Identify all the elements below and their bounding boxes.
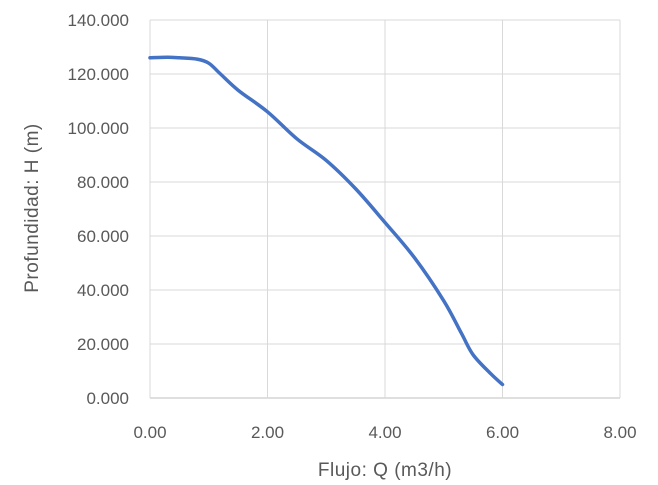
y-axis-ticks: 0.000 20.000 40.000 60.000 80.000 100.000 120.… (68, 11, 129, 408)
x-tick-label: 4.00 (368, 423, 401, 442)
gridlines (149, 19, 621, 399)
x-axis-title: Flujo: Q (m3/h) (318, 460, 452, 481)
x-tick-label: 8.00 (603, 423, 636, 442)
x-tick-label: 2.00 (251, 423, 284, 442)
y-tick-label: 0.000 (86, 389, 129, 408)
series-layer (148, 55, 505, 387)
y-tick-label: 120.000 (68, 65, 129, 84)
x-tick-label: 0.00 (133, 423, 166, 442)
x-tick-label: 6.00 (486, 423, 519, 442)
x-axis-ticks: 0.00 2.00 4.00 6.00 8.00 (133, 423, 636, 442)
y-tick-label: 60.000 (77, 227, 129, 246)
y-tick-label: 40.000 (77, 281, 129, 300)
y-axis-title: Profundidad: H (m) (22, 123, 43, 293)
series-line (148, 55, 505, 387)
y-tick-label: 100.000 (68, 119, 129, 138)
y-tick-label: 80.000 (77, 173, 129, 192)
y-tick-label: 20.000 (77, 335, 129, 354)
y-tick-label: 140.000 (68, 11, 129, 30)
